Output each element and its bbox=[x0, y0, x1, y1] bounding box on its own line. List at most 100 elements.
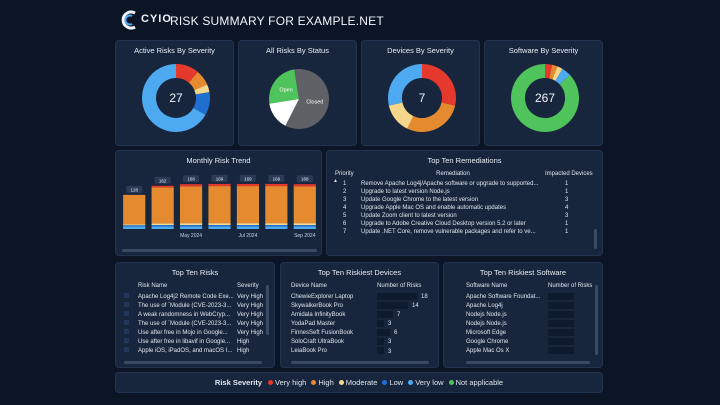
remediation-row[interactable]: 5 Update Zoom client to latest version 3 bbox=[335, 212, 595, 220]
row-checkbox-icon[interactable] bbox=[124, 338, 129, 343]
trend-bar-high[interactable] bbox=[208, 186, 231, 224]
software-row[interactable]: Apple Mac Os X bbox=[466, 346, 594, 355]
top-risks-h-scrollbar[interactable] bbox=[124, 361, 262, 364]
legend-item[interactable]: Low bbox=[382, 378, 403, 387]
device-row[interactable]: SoloCraft UltraBook 3 bbox=[291, 337, 433, 346]
trend-bar-low[interactable] bbox=[179, 225, 203, 227]
trend-bar-very_low[interactable] bbox=[179, 226, 203, 229]
pie-slice-white[interactable] bbox=[269, 99, 299, 126]
risk-row[interactable]: A weak randomness in WebCryp... Very High bbox=[124, 310, 269, 319]
col-priority[interactable]: Priority bbox=[335, 171, 354, 177]
device-row[interactable]: YodaPad Master 3 bbox=[291, 319, 433, 328]
remediation-row[interactable]: 2 Upgrade to latest version Node.js 1 bbox=[335, 188, 595, 196]
col-software-number-of-risks[interactable]: Number of Risks bbox=[548, 283, 593, 289]
donut-slice-moderate[interactable] bbox=[194, 84, 210, 95]
donut-slice-high[interactable] bbox=[188, 71, 208, 91]
trend-bar-moderate[interactable] bbox=[151, 223, 174, 225]
software-row[interactable]: Apache Log4j bbox=[466, 301, 594, 310]
trend-bar-very_low[interactable] bbox=[293, 226, 316, 229]
top-risks-v-scrollbar[interactable] bbox=[266, 285, 269, 335]
trend-bar-very_low[interactable] bbox=[208, 226, 231, 229]
software-row[interactable]: Google Chrome bbox=[466, 337, 594, 346]
trend-bar-very_high[interactable] bbox=[236, 183, 260, 187]
donut-slice-not_applicable[interactable] bbox=[511, 64, 579, 132]
trend-bar-low[interactable] bbox=[265, 225, 288, 227]
top-software-h-scrollbar[interactable] bbox=[466, 361, 590, 364]
col-risk-name[interactable]: Risk Name bbox=[138, 283, 168, 289]
device-row[interactable]: FinnesSeft FusionBook 6 bbox=[291, 328, 433, 337]
trend-bar-very_low[interactable] bbox=[151, 226, 174, 229]
legend-item[interactable]: Very high bbox=[268, 378, 306, 387]
trend-bar-moderate[interactable] bbox=[123, 224, 146, 226]
trend-bar-high[interactable] bbox=[265, 186, 288, 224]
trend-bar-very_high[interactable] bbox=[265, 183, 288, 187]
trend-bar-very_high[interactable] bbox=[151, 185, 174, 188]
trend-bar-very_low[interactable] bbox=[236, 226, 260, 229]
software-row[interactable]: Nodejs Node.js bbox=[466, 310, 594, 319]
trend-bar-low[interactable] bbox=[123, 225, 146, 227]
trend-bar-high[interactable] bbox=[236, 186, 260, 224]
trend-bar-low[interactable] bbox=[236, 225, 260, 227]
remediation-row[interactable]: 4 Upgrade Apple Mac OS and enable automat… bbox=[335, 204, 595, 212]
trend-bar-very_high[interactable] bbox=[179, 184, 203, 187]
donut-slice-very_low[interactable] bbox=[555, 68, 570, 85]
donut-slice-high[interactable] bbox=[407, 101, 456, 132]
sort-arrow-icon[interactable]: ▲ bbox=[333, 178, 338, 184]
device-row[interactable]: LeiaBook Pro 3 bbox=[291, 346, 433, 355]
row-checkbox-icon[interactable] bbox=[124, 311, 129, 316]
trend-h-scrollbar[interactable] bbox=[122, 249, 317, 252]
legend-item[interactable]: Not applicable bbox=[448, 378, 503, 387]
col-impacted-devices[interactable]: Impacted Devices bbox=[545, 171, 593, 177]
remediation-row[interactable]: 6 Upgrade to Adobe Creative Cloud Desktop… bbox=[335, 220, 595, 228]
trend-bar-low[interactable] bbox=[293, 225, 316, 227]
row-checkbox-icon[interactable] bbox=[124, 302, 129, 307]
remediation-row[interactable]: 3 Update Google Chrome to the latest vers… bbox=[335, 196, 595, 204]
row-checkbox-icon[interactable] bbox=[124, 293, 129, 298]
software-row[interactable]: Nodejs Node.js bbox=[466, 319, 594, 328]
trend-bar-moderate[interactable] bbox=[265, 223, 288, 225]
risk-row[interactable]: Use after free in libavif in Google... Hi… bbox=[124, 337, 269, 346]
col-severity[interactable]: Severity bbox=[237, 283, 259, 289]
remediation-row[interactable]: 7 Update .NET Core, remove vulnerable pac… bbox=[335, 228, 595, 236]
donut-slice-very_low[interactable] bbox=[388, 64, 423, 106]
donut-slice-very_high[interactable] bbox=[421, 64, 456, 106]
device-row[interactable]: ChewieExplorer Laptop 18 bbox=[291, 292, 433, 301]
row-checkbox-icon[interactable] bbox=[124, 320, 129, 325]
col-device-name[interactable]: Device Name bbox=[291, 283, 328, 289]
row-checkbox-icon[interactable] bbox=[124, 329, 129, 334]
risk-row[interactable]: Apple iOS, iPadOS, and macOS I... High bbox=[124, 346, 269, 355]
trend-bar-low[interactable] bbox=[208, 225, 231, 227]
row-checkbox-icon[interactable] bbox=[124, 347, 129, 352]
risk-row[interactable]: Apache Log4j2 Remote Code Exe... Very Hig… bbox=[124, 292, 269, 301]
donut-slice-very_low[interactable] bbox=[142, 64, 206, 132]
trend-bar-high[interactable] bbox=[151, 187, 174, 224]
legend-item[interactable]: High bbox=[311, 378, 334, 387]
trend-bar-high[interactable] bbox=[179, 186, 203, 224]
risk-row[interactable]: The use of `Module (CVE-2023-3... Very Hi… bbox=[124, 301, 269, 310]
software-row[interactable]: Microsoft Edge bbox=[466, 328, 594, 337]
donut-slice-very_high[interactable] bbox=[175, 64, 198, 83]
remediation-row[interactable]: 1 Remove Apache Log4j/Apache software or … bbox=[335, 180, 595, 188]
remediations-scrollbar[interactable] bbox=[594, 229, 597, 249]
trend-bar-high[interactable] bbox=[293, 186, 316, 224]
software-row[interactable]: Apache Software Foundat... bbox=[466, 292, 594, 301]
device-row[interactable]: Amidala InfinityBook 7 bbox=[291, 310, 433, 319]
trend-bar-very_low[interactable] bbox=[265, 226, 288, 229]
trend-bar-very_low[interactable] bbox=[123, 226, 146, 229]
donut-slice-moderate[interactable] bbox=[552, 66, 563, 81]
pie-slice-open[interactable] bbox=[269, 69, 299, 104]
trend-bar-moderate[interactable] bbox=[293, 223, 316, 225]
legend-item[interactable]: Moderate bbox=[338, 378, 377, 387]
device-row[interactable]: SkywalkerBook Pro 14 bbox=[291, 301, 433, 310]
top-devices-h-scrollbar[interactable] bbox=[291, 361, 429, 364]
risk-row[interactable]: Use after free in Mojo in Google... Very … bbox=[124, 328, 269, 337]
risk-row[interactable]: The use of `Module (CVE-2023-3... Very Hi… bbox=[124, 319, 269, 328]
trend-bar-low[interactable] bbox=[151, 225, 174, 227]
col-software-name[interactable]: Software Name bbox=[466, 283, 508, 289]
donut-slice-moderate[interactable] bbox=[388, 101, 414, 129]
top-software-v-scrollbar[interactable] bbox=[595, 285, 598, 355]
trend-bar-moderate[interactable] bbox=[208, 223, 231, 225]
legend-item[interactable]: Very low bbox=[408, 378, 444, 387]
trend-bar-very_high[interactable] bbox=[293, 184, 316, 187]
col-remediation[interactable]: Remediation bbox=[436, 171, 470, 177]
